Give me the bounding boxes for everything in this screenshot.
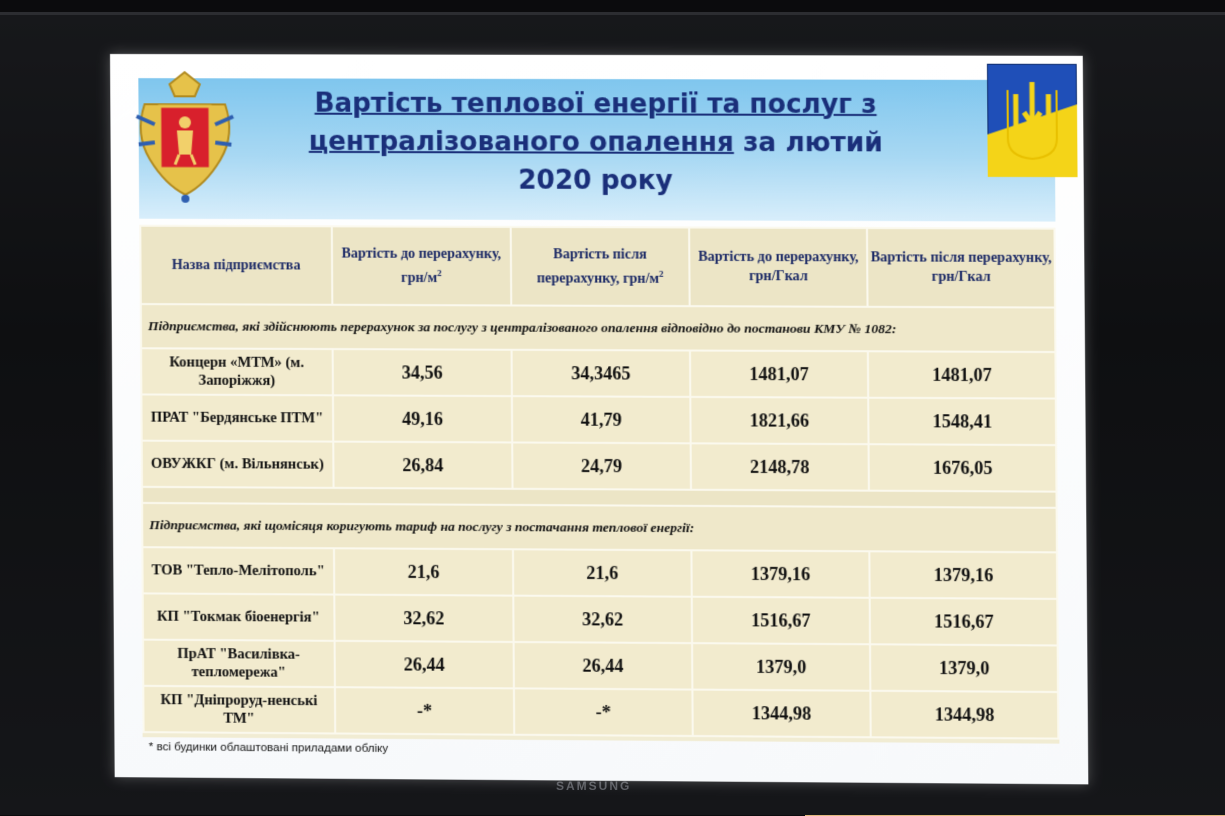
value-cell: 21,6: [334, 548, 514, 595]
value-cell: 1481,07: [868, 351, 1055, 398]
value-cell: 1516,67: [692, 597, 871, 645]
presentation-slide: Вартість теплової енергії та послуг з це…: [110, 54, 1088, 784]
value-cell: 26,44: [334, 641, 514, 689]
title-line-2a: централізованого опалення: [309, 127, 734, 158]
value-cell: 1379,16: [870, 551, 1058, 599]
header-cost-before-gcal: Вартість до перерахунку, грн/Гкал: [689, 227, 868, 306]
company-name: ТОВ "Тепло-Мелітополь": [142, 547, 333, 594]
table-row: ПрАТ "Василівка-тепломережа" 26,44 26,44…: [143, 640, 1058, 692]
value-cell: 34,56: [332, 349, 512, 396]
table-row: ОВУЖКГ (м. Вільнянськ) 26,84 24,79 2148,…: [142, 441, 1057, 492]
company-name: ПрАТ "Василівка-тепломережа": [143, 640, 335, 688]
value-cell: 26,44: [514, 642, 692, 690]
value-cell: 1344,98: [692, 690, 871, 738]
table-row: КП "Дніпроруд-ненські ТМ" -* -* 1344,98 …: [143, 686, 1058, 739]
header-company: Назва підприємства: [140, 226, 332, 305]
value-cell: 1379,16: [691, 550, 870, 597]
value-cell: 2148,78: [690, 443, 869, 490]
value-cell: 1344,98: [871, 691, 1059, 739]
company-name: КП "Дніпроруд-ненські ТМ": [143, 686, 335, 734]
value-cell: 34,3465: [512, 350, 690, 397]
value-cell: 1516,67: [870, 598, 1058, 646]
company-name: ОВУЖКГ (м. Вільнянськ): [142, 441, 333, 488]
ukraine-trident-flag-icon: [987, 64, 1078, 177]
table-row: Концерн «МТМ» (м. Запоріжжя) 34,56 34,34…: [141, 348, 1056, 398]
group1-note-row: Підприємства, які здійснюють перерахунок…: [141, 304, 1056, 352]
table-row: ТОВ "Тепло-Мелітополь" 21,6 21,6 1379,16…: [142, 547, 1057, 599]
value-cell: 1548,41: [869, 398, 1057, 445]
value-cell: 1379,0: [870, 644, 1058, 692]
tariff-table-container: Назва підприємства Вартість до перерахун…: [139, 225, 1059, 744]
value-cell: 32,62: [513, 596, 691, 643]
value-cell: 1676,05: [869, 444, 1057, 491]
header-cost-after-gcal: Вартість після перерахунку, грн/Гкал: [867, 228, 1055, 307]
value-cell: -*: [334, 687, 514, 735]
company-name: Концерн «МТМ» (м. Запоріжжя): [141, 348, 332, 395]
title-line-1: Вартість теплової енергії та послуг з: [314, 89, 876, 120]
footnote: * всі будинки облаштовані приладами облі…: [149, 741, 388, 755]
header-cost-before-m2: Вартість до перерахунку, грн/м2: [331, 226, 511, 305]
value-cell: 1481,07: [690, 351, 869, 398]
value-cell: 1821,66: [690, 397, 869, 444]
value-cell: 41,79: [512, 396, 690, 443]
group1-note: Підприємства, які здійснюють перерахунок…: [141, 304, 1056, 352]
table-row: ПРАТ "Бердянське ПТМ" 49,16 41,79 1821,6…: [141, 394, 1056, 445]
value-cell: 32,62: [334, 595, 514, 642]
tv-brand-logo: SAMSUNG: [556, 779, 631, 793]
tv-screen: Вартість теплової енергії та послуг з це…: [110, 54, 1088, 784]
company-name: ПРАТ "Бердянське ПТМ": [141, 394, 332, 441]
value-cell: 1379,0: [692, 643, 871, 691]
value-cell: 49,16: [333, 395, 513, 442]
group2-note-row: Підприємства, які щомісяця коригують тар…: [142, 503, 1057, 552]
value-cell: 26,84: [333, 442, 513, 489]
value-cell: 21,6: [513, 549, 691, 596]
table-header-row: Назва підприємства Вартість до перерахун…: [140, 226, 1055, 308]
value-cell: -*: [514, 688, 692, 736]
group2-note: Підприємства, які щомісяця коригують тар…: [142, 503, 1057, 552]
title-line-3: 2020 року: [262, 161, 931, 201]
title-line-2b: за лютий: [734, 128, 883, 159]
company-name: КП "Токмак біоенергія": [143, 593, 334, 640]
tariff-table: Назва підприємства Вартість до перерахун…: [139, 225, 1059, 740]
zaporizhzhia-coat-of-arms-icon: [124, 64, 246, 205]
header-cost-after-m2: Вартість після перерахунку, грн/м2: [511, 227, 690, 306]
table-row: КП "Токмак біоенергія" 32,62 32,62 1516,…: [143, 593, 1058, 645]
value-cell: 24,79: [512, 442, 690, 489]
slide-title: Вартість теплової енергії та послуг з це…: [261, 84, 931, 201]
